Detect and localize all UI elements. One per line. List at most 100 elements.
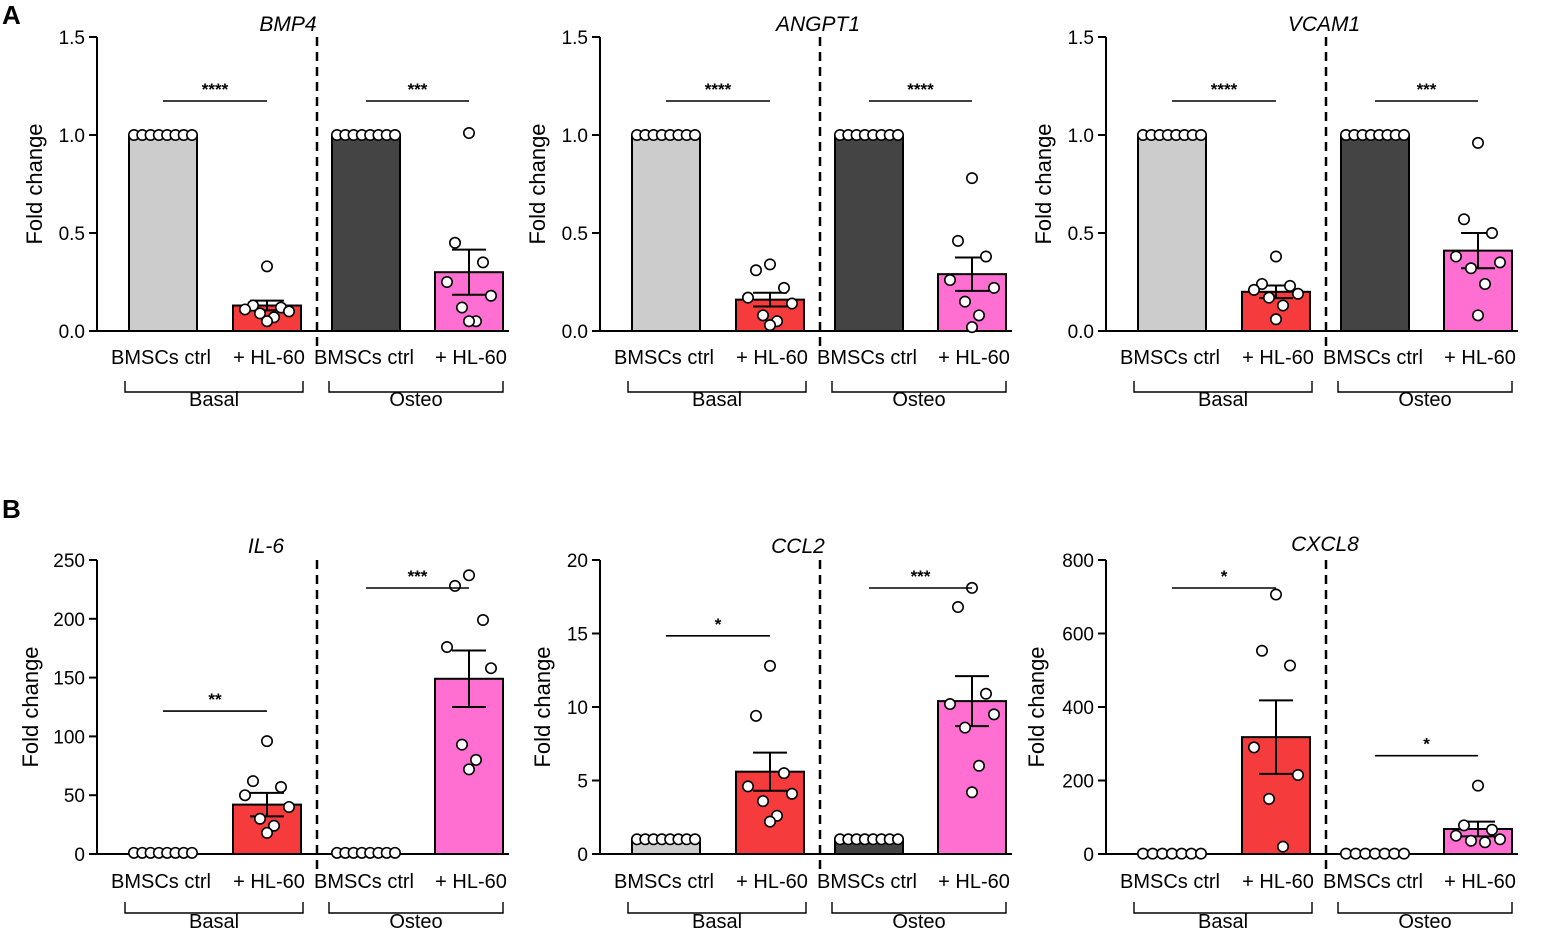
data-point bbox=[1486, 227, 1499, 240]
data-point bbox=[1270, 588, 1283, 601]
group-label: Basal bbox=[189, 389, 239, 411]
data-point bbox=[943, 698, 956, 711]
category-label: + HL-60 bbox=[938, 871, 1010, 893]
data-point bbox=[1248, 283, 1261, 296]
group-bracket bbox=[124, 381, 304, 393]
data-point bbox=[958, 721, 971, 734]
chart-title: BMP4 bbox=[259, 13, 316, 36]
y-tick-label: 20 bbox=[567, 551, 588, 572]
group-bracket bbox=[1133, 902, 1313, 914]
chart-title: CXCL8 bbox=[1291, 533, 1359, 556]
significance-label: ** bbox=[208, 690, 222, 709]
data-point bbox=[1292, 768, 1305, 781]
data-point bbox=[688, 833, 701, 846]
category-label: BMSCs ctrl bbox=[111, 871, 211, 893]
data-point bbox=[267, 819, 280, 832]
y-tick-label: 10 bbox=[567, 698, 588, 719]
data-point bbox=[891, 129, 904, 142]
data-point bbox=[1479, 836, 1492, 849]
data-point bbox=[763, 319, 776, 332]
data-point bbox=[749, 709, 762, 722]
data-point bbox=[1486, 823, 1499, 836]
y-tick-label: 250 bbox=[53, 551, 85, 572]
data-point bbox=[891, 833, 904, 846]
bar bbox=[1137, 134, 1207, 332]
data-point bbox=[388, 129, 401, 142]
data-point bbox=[440, 275, 453, 288]
y-tick-label: 1.0 bbox=[1068, 126, 1094, 147]
data-point bbox=[1270, 313, 1283, 326]
data-point bbox=[484, 289, 497, 302]
data-point bbox=[1277, 299, 1290, 312]
y-tick-label: 600 bbox=[1062, 625, 1094, 646]
data-point bbox=[1398, 129, 1411, 142]
data-point bbox=[1465, 262, 1478, 275]
data-point bbox=[1369, 847, 1382, 860]
data-point bbox=[260, 260, 273, 273]
significance-label: **** bbox=[1211, 80, 1238, 99]
significance-label: * bbox=[1221, 567, 1228, 586]
significance-label: *** bbox=[408, 80, 428, 99]
y-tick-label: 0.5 bbox=[562, 224, 588, 245]
category-label: BMSCs ctrl bbox=[1323, 347, 1423, 369]
y-axis-label: Fold change bbox=[525, 123, 550, 244]
data-point bbox=[979, 250, 992, 263]
data-point bbox=[254, 812, 267, 825]
data-point bbox=[1263, 792, 1276, 805]
panel-label-b: B bbox=[2, 494, 21, 524]
data-point bbox=[688, 129, 701, 142]
panel-label-a: A bbox=[2, 0, 21, 30]
data-point bbox=[1137, 847, 1150, 860]
data-point bbox=[951, 601, 964, 614]
data-point bbox=[1378, 847, 1391, 860]
data-point bbox=[239, 789, 252, 802]
category-label: + HL-60 bbox=[233, 347, 305, 369]
data-point bbox=[1450, 829, 1463, 842]
group-label: Osteo bbox=[1398, 911, 1451, 933]
data-point bbox=[282, 305, 295, 318]
bar bbox=[631, 134, 701, 332]
group-bracket bbox=[124, 902, 304, 914]
category-label: + HL-60 bbox=[233, 871, 305, 893]
data-point bbox=[282, 800, 295, 813]
category-label: BMSCs ctrl bbox=[314, 347, 414, 369]
data-point bbox=[1458, 819, 1471, 832]
data-point bbox=[1248, 741, 1261, 754]
category-label: BMSCs ctrl bbox=[111, 347, 211, 369]
data-point bbox=[965, 172, 978, 185]
category-label: BMSCs ctrl bbox=[1120, 871, 1220, 893]
data-point bbox=[462, 569, 475, 582]
chart-title: CCL2 bbox=[771, 535, 825, 558]
chart-title: IL-6 bbox=[248, 535, 285, 558]
data-point bbox=[1256, 277, 1269, 290]
group-label: Basal bbox=[189, 911, 239, 933]
y-tick-label: 100 bbox=[53, 727, 85, 748]
y-tick-label: 1.5 bbox=[562, 28, 588, 49]
data-point bbox=[1195, 129, 1208, 142]
y-axis-label: Fold change bbox=[1031, 123, 1056, 244]
group-bracket bbox=[831, 381, 1007, 393]
data-point bbox=[1472, 779, 1485, 792]
category-label: + HL-60 bbox=[1242, 871, 1314, 893]
significance-label: *** bbox=[408, 567, 428, 586]
y-tick-label: 200 bbox=[53, 610, 85, 631]
data-point bbox=[1146, 847, 1159, 860]
bar bbox=[1340, 134, 1410, 332]
significance-label: *** bbox=[911, 567, 931, 586]
category-label: BMSCs ctrl bbox=[314, 871, 414, 893]
y-axis-label: Fold change bbox=[18, 646, 43, 767]
group-label: Osteo bbox=[1398, 389, 1451, 411]
group-label: Basal bbox=[1198, 911, 1248, 933]
data-point bbox=[186, 129, 199, 142]
data-point bbox=[785, 787, 798, 800]
data-point bbox=[1195, 847, 1208, 860]
data-point bbox=[741, 780, 754, 793]
data-point bbox=[1472, 136, 1485, 149]
data-point bbox=[965, 321, 978, 334]
data-point bbox=[972, 309, 985, 322]
data-point bbox=[254, 307, 267, 320]
category-label: BMSCs ctrl bbox=[614, 871, 714, 893]
data-point bbox=[1156, 847, 1169, 860]
